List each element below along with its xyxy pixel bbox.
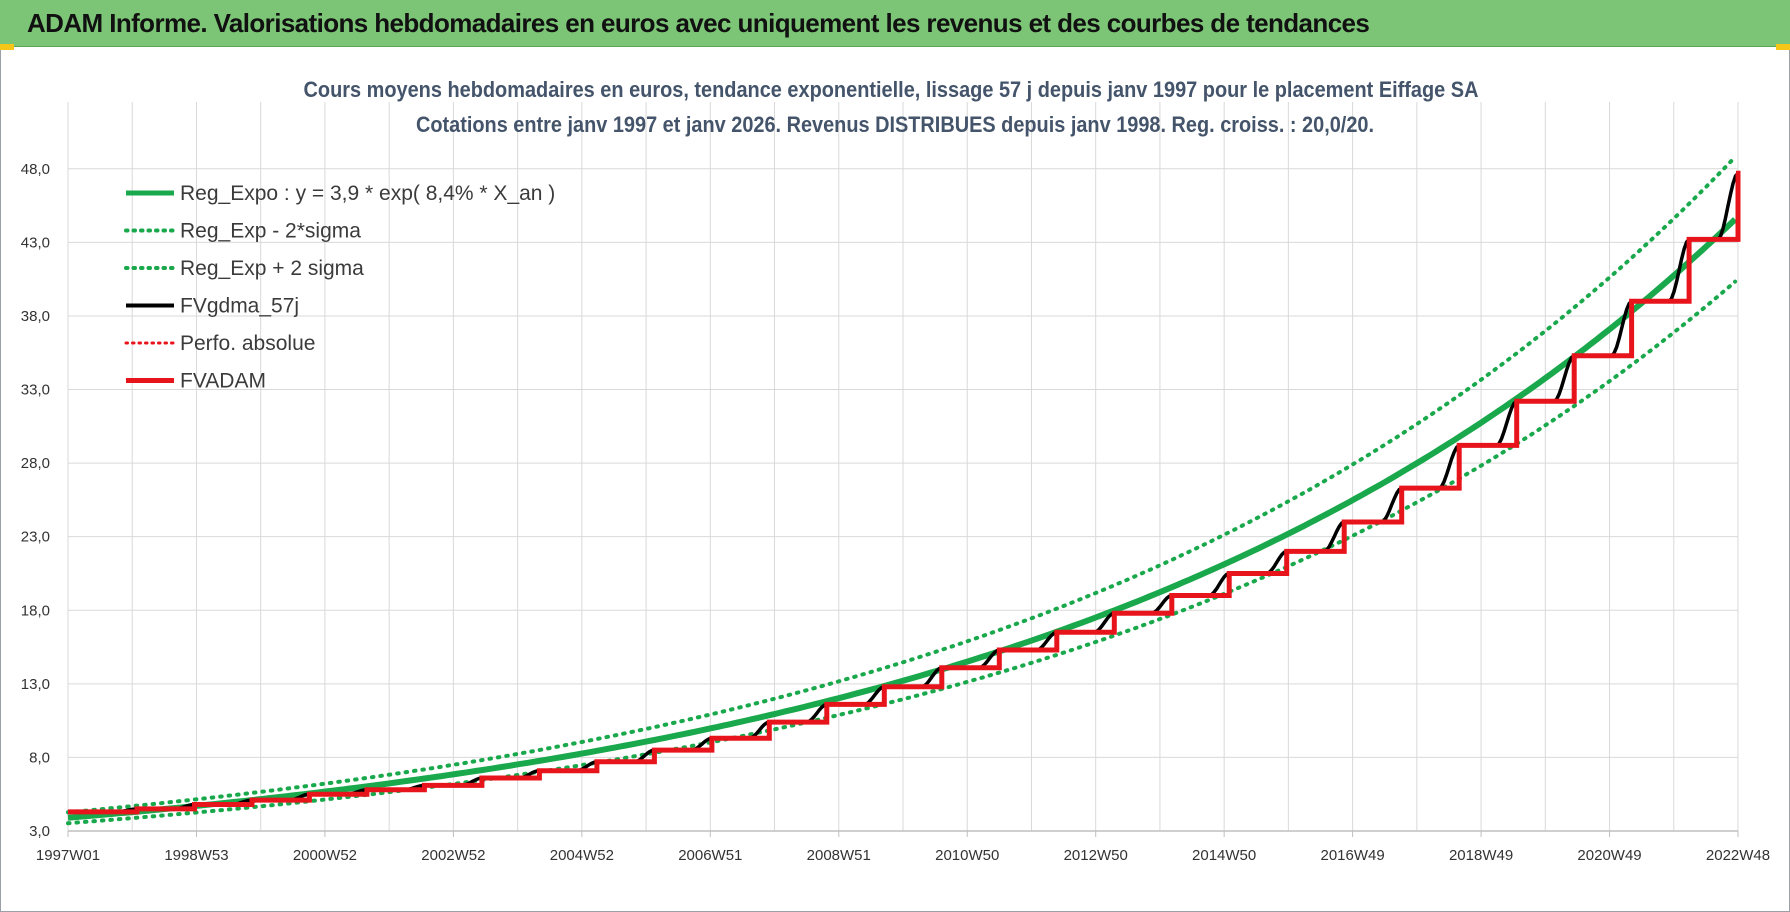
grid — [67, 102, 1739, 832]
legend: Reg_Expo : y = 3,9 * exp( 8,4% * X_an ) R… — [124, 182, 555, 393]
series-reg-minus-2sigma — [66, 279, 1738, 826]
y-tick-label: 8,0 — [29, 749, 50, 766]
chart-title-line1: Cours moyens hebdomadaires en euros, ten… — [304, 77, 1479, 102]
x-tick-label: 1998W53 — [164, 847, 228, 864]
x-tick-label: 2022W48 — [1706, 847, 1770, 864]
y-axis: 3,0 8,0 13,0 18,0 23,0 28,0 33,0 38,0 43,0 48,0 — [21, 161, 50, 840]
legend-fvadam-label: FVADAM — [180, 370, 266, 393]
legend-reg-expo-label: Reg_Expo : y = 3,9 * exp( 8,4% * X_an ) — [180, 182, 555, 205]
y-tick-label: 38,0 — [21, 308, 50, 325]
x-tick-label: 2012W50 — [1064, 847, 1128, 864]
legend-fvgdma-label: FVgdma_57j — [180, 295, 299, 318]
corner-mark-left — [0, 44, 14, 50]
corner-mark-right — [1776, 44, 1790, 50]
x-tick-label: 2010W50 — [935, 847, 999, 864]
y-tick-label: 3,0 — [29, 823, 50, 840]
banner-title: ADAM Informe. Valorisations hebdomadaire… — [27, 8, 1370, 38]
x-tick-label: 2008W51 — [807, 847, 871, 864]
x-tick-label: 2006W51 — [678, 847, 742, 864]
y-tick-label: 23,0 — [21, 529, 50, 546]
x-tick-label: 2016W49 — [1321, 847, 1385, 864]
legend-reg-minus-label: Reg_Exp - 2*sigma — [180, 220, 361, 243]
x-tick-label: 2000W52 — [293, 847, 357, 864]
y-tick-label: 13,0 — [21, 676, 50, 693]
y-tick-label: 18,0 — [21, 602, 50, 619]
x-tick-label: 1997W01 — [36, 847, 100, 864]
x-tick-label: 2004W52 — [550, 847, 614, 864]
series-layer — [66, 155, 1741, 826]
legend-reg-plus-label: Reg_Exp + 2 sigma — [180, 257, 364, 280]
x-tick-label: 2014W50 — [1192, 847, 1256, 864]
x-tick-label: 2002W52 — [421, 847, 485, 864]
x-axis: 1997W01 1998W53 2000W52 2002W52 2004W52 2006W… — [36, 831, 1770, 864]
y-tick-label: 33,0 — [21, 382, 50, 399]
chart-title-line2: Cotations entre janv 1997 et janv 2026. … — [416, 112, 1374, 137]
y-tick-label: 48,0 — [21, 161, 50, 178]
legend-perfo-label: Perfo. absolue — [180, 332, 315, 355]
y-tick-label: 28,0 — [21, 455, 50, 472]
x-tick-label: 2018W49 — [1449, 847, 1513, 864]
y-tick-label: 43,0 — [21, 234, 50, 251]
x-tick-label: 2020W49 — [1577, 847, 1641, 864]
banner: ADAM Informe. Valorisations hebdomadaire… — [0, 0, 1790, 47]
series-fvadam — [68, 170, 1741, 815]
series-reg-expo — [67, 217, 1738, 821]
series-reg-plus-2sigma — [66, 155, 1738, 815]
